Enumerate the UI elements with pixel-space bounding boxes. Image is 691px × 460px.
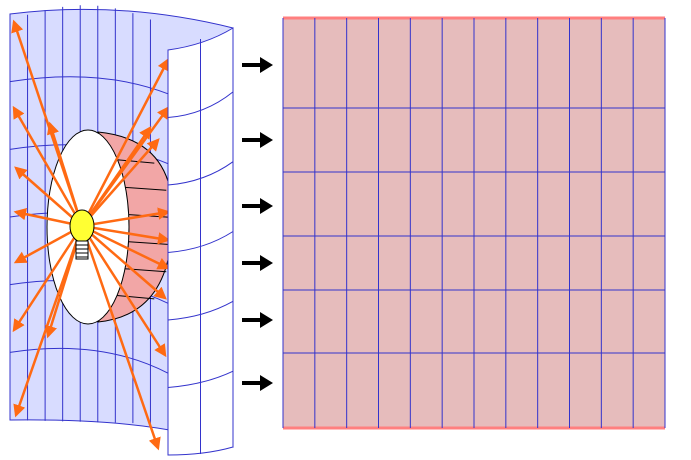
projection-ray [12,225,84,333]
cylinder-front-grid [167,39,234,454]
right-arrow-icon [242,255,273,271]
right-arrow-icon [242,198,273,214]
transfer-arrows [242,57,273,391]
right-arrow-icon [242,375,273,391]
projection-ray [47,121,84,227]
cylinder-front-grid-row [167,231,234,253]
projection-ray [12,105,84,227]
right-arrow-icon [242,312,273,328]
projection-ray [80,225,167,358]
projection-ray [80,125,152,227]
projection-ray [81,224,171,245]
cylinder-front-grid-row [167,161,234,186]
cylinder-front-grid-row [167,300,234,321]
right-arrow-icon [242,57,273,73]
cylinder-front-grid-row [167,370,234,388]
projection-ray [80,225,161,451]
projection-ray [14,166,83,227]
cylinder-front-grid-row [167,91,234,118]
projection-ray [81,224,171,270]
projection-rays [11,19,171,451]
cylinder-front-curl [167,27,234,456]
cylinder-grid-row [9,347,169,374]
right-arrow-icon [242,132,273,148]
projection-ray [80,57,170,227]
projection-ray [81,225,167,300]
unrolled-map [282,16,666,430]
projection-ray [81,138,160,227]
unrolled-map-grid [282,18,666,428]
light-bulb-icon [69,209,95,260]
projection-ray [81,207,171,228]
